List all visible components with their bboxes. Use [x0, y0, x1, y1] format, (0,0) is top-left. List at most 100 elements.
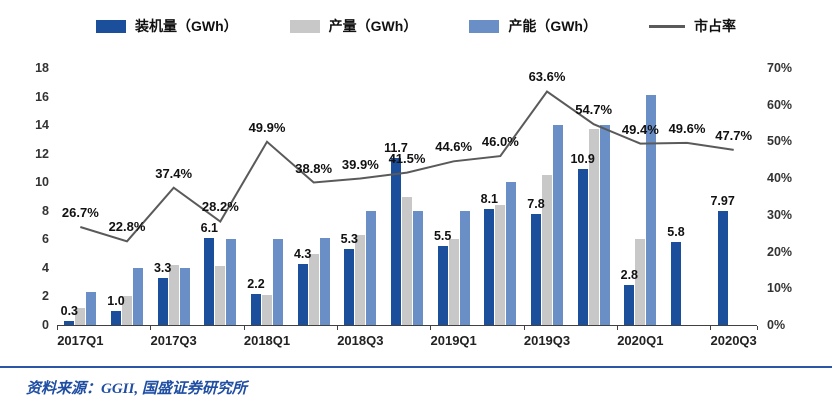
right-axis-tick-label: 0%: [767, 318, 786, 332]
bar-installed: [531, 213, 541, 325]
bar-capacity: [366, 210, 377, 325]
bar-installed: [111, 310, 121, 325]
y-axis-tick-label: 18: [35, 61, 49, 75]
bar-installed: [484, 209, 495, 325]
line-value-label: 28.2%: [201, 199, 239, 215]
bar-value-label: 7.97: [710, 194, 735, 209]
bar-installed: [671, 242, 681, 325]
y-axis-tick-label: 6: [42, 232, 49, 247]
bar-capacity: [459, 210, 470, 325]
line-value-label: 39.9%: [341, 156, 379, 172]
bar-installed: [297, 263, 308, 325]
x-axis-tick-label: 2018Q1: [243, 333, 291, 348]
x-axis-tick: [150, 326, 152, 330]
right-axis-tick-label: 70%: [767, 61, 793, 75]
line-value-label: 44.6%: [435, 139, 473, 155]
bar-installed: [717, 211, 728, 325]
line-value-label: 46.0%: [481, 134, 519, 150]
bar-installed: [437, 246, 448, 325]
bar-production: [635, 239, 646, 325]
bar-production: [495, 205, 506, 325]
bar-installed: [157, 277, 168, 325]
x-axis-tick-label: 2019Q1: [430, 333, 477, 348]
bar-capacity: [86, 292, 97, 325]
legend-item-production: 产量（GWh）: [289, 16, 418, 36]
x-axis-tick: [617, 326, 618, 330]
bar-value-label: 11.7: [384, 140, 408, 155]
x-axis-tick-label: 2020Q1: [617, 333, 664, 348]
right-axis-tick-label: 30%: [767, 207, 793, 222]
legend-color-swatch: [469, 19, 500, 33]
bar-capacity: [319, 237, 330, 325]
x-axis-tick: [757, 326, 758, 330]
bar-capacity: [646, 95, 657, 325]
bar-installed: [577, 169, 588, 325]
y-axis-tick-label: 12: [35, 146, 49, 161]
bar-production: [402, 196, 412, 325]
right-axis-tick-label: 60%: [767, 97, 793, 112]
bar-installed: [204, 237, 215, 325]
x-axis-tick: [337, 326, 338, 330]
bar-production: [75, 307, 86, 325]
right-axis-tick-label: 50%: [767, 134, 793, 149]
line-value-label: 49.9%: [248, 119, 286, 135]
bar-installed: [251, 293, 261, 325]
bar-production: [448, 239, 459, 325]
x-axis-tick-label: 2017Q1: [57, 333, 104, 348]
legend-label-production: 产量（GWh）: [328, 18, 418, 34]
x-axis-tick-label: 2019Q3: [523, 333, 571, 348]
bar-value-label: 1.0: [107, 293, 125, 308]
y-axis-tick-label: 0: [42, 318, 49, 332]
bar-value-label: 5.3: [340, 232, 359, 247]
line-value-label: 38.8%: [295, 160, 333, 176]
x-axis-line: [57, 325, 757, 326]
x-axis-tick: [710, 326, 712, 330]
bar-value-label: 0.3: [60, 303, 79, 318]
legend-label-installed: 装机量（GWh）: [135, 18, 238, 34]
bar-production: [542, 175, 552, 325]
bar-value-label: 7.8: [527, 196, 545, 211]
legend-line-swatch: [648, 24, 685, 28]
bar-value-label: 4.3: [293, 246, 312, 261]
footer-divider: [0, 366, 832, 368]
x-axis-tick-label: 2017Q3: [150, 333, 197, 348]
legend-item-installed: 装机量（GWh）: [96, 16, 238, 36]
bar-value-label: 3.3: [153, 260, 172, 275]
legend-item-capacity: 产能（GWh）: [469, 16, 597, 36]
bar-capacity: [506, 182, 517, 325]
x-axis-tick: [57, 326, 58, 330]
legend-color-swatch: [289, 19, 320, 33]
line-value-label: 49.4%: [621, 121, 659, 137]
bar-value-label: 5.8: [667, 225, 685, 240]
bar-production: [168, 265, 179, 325]
bar-capacity: [179, 267, 190, 325]
bar-production: [122, 296, 132, 325]
y-axis-tick-label: 16: [35, 89, 49, 104]
bar-capacity: [226, 239, 237, 325]
chart-legend: 装机量（GWh） 产量（GWh） 产能（GWh） 市占率: [0, 16, 832, 36]
y-axis-tick-label: 4: [42, 260, 49, 275]
legend-label-capacity: 产能（GWh）: [508, 18, 597, 34]
x-axis-tick: [243, 326, 245, 330]
bar-production: [215, 266, 226, 325]
line-value-label: 54.7%: [575, 102, 613, 118]
bar-installed: [64, 320, 75, 325]
bar-production: [308, 253, 319, 325]
x-axis-tick: [430, 326, 432, 330]
y-axis-tick-label: 10: [35, 175, 49, 190]
right-axis-tick-label: 10%: [767, 281, 793, 296]
source-note: 资料来源：GGII, 国盛证券研究所: [26, 381, 247, 397]
bar-value-label: 2.8: [620, 268, 639, 283]
legend-label-market-share: 市占率: [693, 18, 736, 34]
line-value-label: 47.7%: [715, 127, 753, 143]
right-axis-tick-label: 20%: [767, 244, 793, 259]
bar-value-label: 6.1: [200, 220, 219, 235]
y-axis-tick-label: 8: [42, 203, 49, 218]
bar-value-label: 5.5: [433, 229, 452, 244]
line-value-label: 63.6%: [528, 69, 566, 85]
bar-production: [262, 295, 272, 325]
bar-installed: [624, 285, 635, 325]
bar-capacity: [413, 210, 423, 325]
right-axis-tick-label: 40%: [767, 171, 793, 186]
